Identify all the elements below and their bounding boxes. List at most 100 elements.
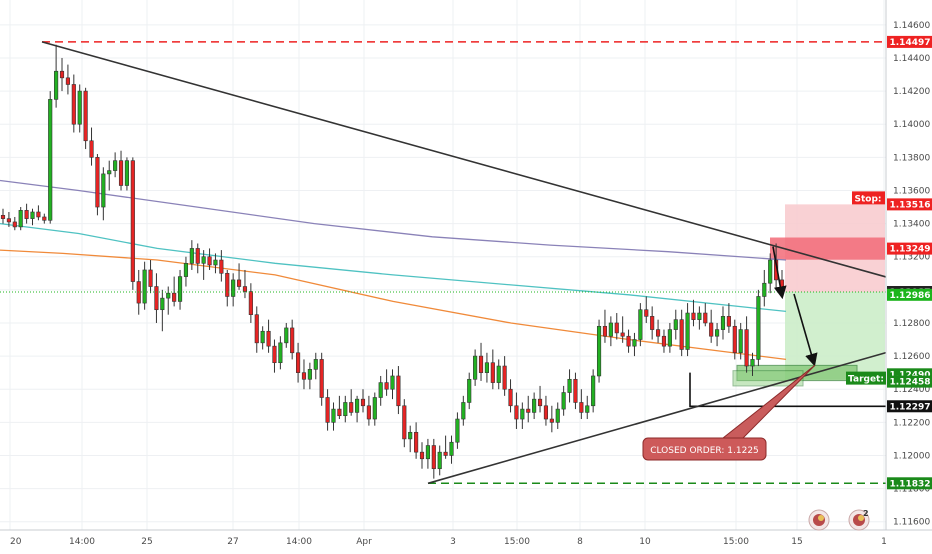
candle-body — [77, 90, 82, 125]
candle-body — [650, 316, 655, 330]
candle-body — [219, 259, 224, 274]
candle-body — [201, 256, 206, 264]
candle-body — [301, 372, 307, 380]
closed-order-box — [642, 437, 767, 461]
candle-body — [42, 216, 47, 221]
candle-body — [720, 316, 726, 330]
candle-body — [638, 309, 643, 340]
candle-body — [626, 335, 631, 347]
candle-body — [744, 329, 749, 367]
candle-body — [384, 382, 389, 390]
candle-body — [679, 319, 684, 350]
x-tick-label: 10 — [639, 537, 651, 547]
candle-body — [596, 325, 602, 377]
candle-body — [585, 405, 590, 413]
candle-body — [54, 70, 59, 100]
candle-body — [366, 405, 371, 420]
candle-body — [661, 335, 667, 347]
ma-value-tag-label: 1.12986 — [890, 291, 931, 301]
candle-body — [272, 345, 277, 364]
candle-body — [154, 286, 159, 311]
support-mid-tag-label: 1.12297 — [890, 402, 931, 412]
candle-body — [248, 291, 253, 315]
candle-body — [768, 259, 773, 284]
candle-body — [608, 322, 613, 337]
candle-body — [207, 256, 212, 266]
candle-body — [118, 160, 124, 186]
resistance-high-tag-label: 1.14497 — [890, 38, 931, 48]
x-tick-label: 14:00 — [286, 537, 312, 547]
support-mid-line — [689, 372, 886, 408]
candle-body — [573, 378, 578, 403]
y-tick-label: 1.12000 — [893, 451, 930, 461]
target-arrow — [793, 293, 818, 367]
candle-body — [278, 342, 283, 364]
candle-body — [703, 312, 708, 324]
stop-tag-label: 1.13516 — [890, 200, 931, 210]
candle-body — [502, 365, 507, 390]
y-tick-label: 1.14400 — [893, 54, 930, 64]
candle-body — [225, 272, 230, 297]
y-tick-label: 1.12400 — [893, 385, 930, 395]
candle-body — [0, 215, 6, 219]
candle-body — [549, 418, 554, 423]
target-caption-bg — [846, 371, 886, 385]
candle-body — [355, 398, 360, 413]
candle-body — [378, 382, 383, 398]
candle-body — [414, 431, 419, 453]
x-tick-label: 27 — [227, 537, 238, 547]
candle-body — [101, 173, 106, 208]
candle-body — [732, 325, 737, 354]
support-low-tag-label: 1.11832 — [890, 479, 931, 489]
stop-caption: Stop: — [854, 194, 881, 204]
candle-body — [290, 327, 295, 354]
candle-body — [520, 408, 525, 420]
candle-body — [691, 312, 696, 320]
candle-body — [213, 259, 218, 266]
candle-body — [526, 408, 531, 413]
candle-body — [478, 355, 484, 373]
y-tick-label: 1.12600 — [893, 352, 930, 362]
candle-body — [160, 297, 165, 311]
candle-body — [496, 365, 501, 383]
support-low-tag-bg — [887, 477, 932, 490]
candle-body — [113, 160, 118, 171]
candle-body — [189, 248, 194, 264]
candle-body — [307, 369, 312, 380]
candle-body — [715, 329, 720, 337]
target-tag-bg — [887, 375, 932, 388]
candle-body — [266, 330, 271, 347]
candle-body — [461, 402, 466, 420]
candle-body — [419, 451, 425, 460]
candle-body — [614, 322, 619, 334]
candle-body — [319, 359, 324, 398]
event-flag-icon-2-accent — [858, 515, 864, 521]
candle-body — [18, 210, 23, 228]
candle-body — [12, 221, 17, 228]
x-tick-label: 8 — [577, 537, 583, 547]
closed-order-label: CLOSED ORDER: 1.1225 — [650, 446, 759, 456]
candle-body — [172, 292, 177, 302]
y-tick-label: 1.11800 — [893, 485, 930, 495]
candle-body — [236, 279, 242, 287]
candle-body — [142, 269, 147, 304]
candle-body — [349, 402, 354, 413]
candle-body — [296, 352, 301, 373]
target-tag-label: 1.12458 — [890, 378, 931, 388]
candle-body — [325, 397, 330, 423]
candle-body — [166, 292, 171, 299]
candle-body — [30, 211, 35, 219]
candle-body — [24, 210, 29, 219]
candle-body — [71, 84, 76, 125]
candle-body — [591, 375, 596, 407]
candle-body — [242, 286, 248, 292]
candle-body — [59, 70, 65, 79]
x-tick-label: 20 — [10, 537, 22, 547]
support-mid-tag-bg — [887, 400, 932, 413]
y-tick-label: 1.14600 — [893, 21, 930, 31]
candle-body — [490, 362, 495, 383]
candle-body — [331, 408, 336, 423]
x-tick-label: 25 — [141, 537, 152, 547]
candle-body — [620, 332, 625, 337]
